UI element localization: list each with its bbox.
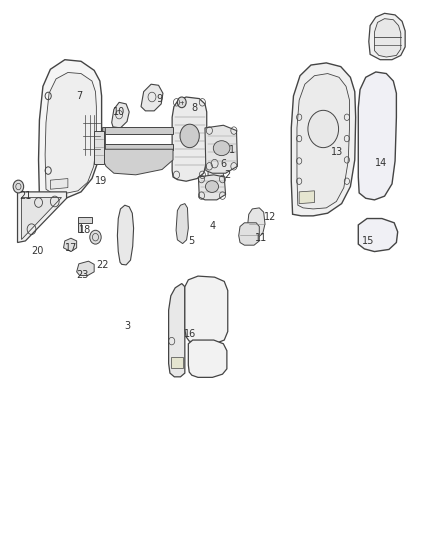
Circle shape bbox=[13, 180, 24, 193]
Polygon shape bbox=[208, 150, 223, 180]
Text: 5: 5 bbox=[188, 236, 194, 246]
Polygon shape bbox=[239, 223, 259, 245]
Polygon shape bbox=[358, 72, 396, 200]
Polygon shape bbox=[358, 219, 398, 252]
Text: 3: 3 bbox=[124, 321, 130, 331]
Polygon shape bbox=[50, 179, 68, 189]
Polygon shape bbox=[297, 74, 350, 209]
Text: 7: 7 bbox=[76, 91, 82, 101]
Text: 21: 21 bbox=[19, 191, 32, 201]
Polygon shape bbox=[103, 127, 173, 134]
Text: 12: 12 bbox=[264, 213, 276, 222]
Text: 13: 13 bbox=[331, 147, 343, 157]
Text: 23: 23 bbox=[76, 270, 88, 280]
Polygon shape bbox=[141, 84, 163, 111]
Text: 19: 19 bbox=[95, 176, 107, 186]
Text: 15: 15 bbox=[362, 236, 374, 246]
Polygon shape bbox=[112, 102, 129, 128]
Ellipse shape bbox=[205, 181, 219, 192]
Text: 4: 4 bbox=[209, 221, 215, 231]
Polygon shape bbox=[64, 238, 77, 252]
Circle shape bbox=[90, 230, 101, 244]
Polygon shape bbox=[18, 192, 67, 243]
Polygon shape bbox=[185, 276, 228, 344]
Polygon shape bbox=[247, 208, 265, 238]
Polygon shape bbox=[188, 340, 227, 377]
Text: 14: 14 bbox=[375, 158, 387, 167]
Polygon shape bbox=[169, 284, 185, 377]
Text: 8: 8 bbox=[191, 103, 197, 112]
Text: 17: 17 bbox=[65, 243, 77, 253]
Polygon shape bbox=[172, 97, 207, 181]
Polygon shape bbox=[117, 205, 134, 265]
Polygon shape bbox=[103, 144, 173, 150]
Polygon shape bbox=[94, 131, 104, 164]
Text: 1: 1 bbox=[229, 146, 235, 155]
Circle shape bbox=[308, 110, 339, 148]
Polygon shape bbox=[102, 127, 105, 150]
Circle shape bbox=[180, 124, 199, 148]
Polygon shape bbox=[205, 125, 237, 173]
Polygon shape bbox=[374, 19, 401, 57]
Polygon shape bbox=[21, 197, 61, 239]
Text: 2: 2 bbox=[225, 170, 231, 180]
Text: 11: 11 bbox=[254, 233, 267, 243]
Text: 18: 18 bbox=[79, 225, 92, 235]
Ellipse shape bbox=[213, 141, 230, 156]
Polygon shape bbox=[171, 357, 183, 368]
Text: 10: 10 bbox=[113, 107, 125, 117]
Text: 22: 22 bbox=[96, 260, 108, 270]
Polygon shape bbox=[78, 223, 81, 232]
Polygon shape bbox=[78, 217, 92, 223]
Polygon shape bbox=[104, 149, 173, 175]
Polygon shape bbox=[291, 63, 356, 216]
Polygon shape bbox=[45, 72, 96, 193]
Polygon shape bbox=[299, 191, 314, 204]
Text: 16: 16 bbox=[184, 329, 196, 339]
Text: 20: 20 bbox=[31, 246, 43, 255]
Polygon shape bbox=[369, 13, 405, 60]
Text: 6: 6 bbox=[220, 159, 226, 168]
Text: 9: 9 bbox=[157, 94, 163, 103]
Polygon shape bbox=[176, 204, 188, 244]
Polygon shape bbox=[198, 175, 226, 200]
Circle shape bbox=[177, 97, 186, 108]
Polygon shape bbox=[39, 60, 102, 200]
Polygon shape bbox=[77, 261, 94, 276]
